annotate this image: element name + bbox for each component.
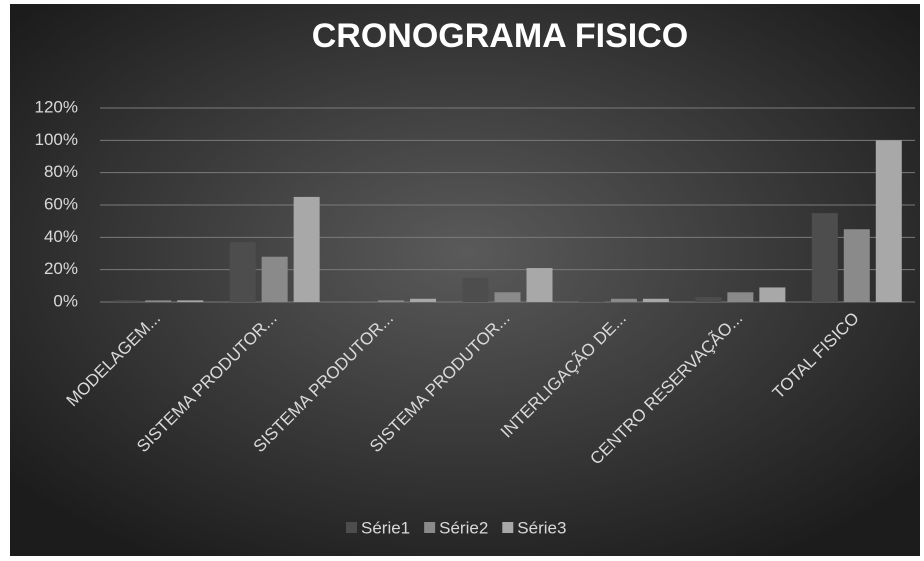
bar: [293, 196, 320, 302]
legend-swatch: [424, 522, 436, 533]
bar: [177, 300, 204, 302]
y-tick-label: 60%: [44, 194, 78, 213]
bar: [526, 268, 553, 302]
bar: [113, 300, 140, 302]
legend-swatch: [346, 522, 357, 533]
bar: [462, 277, 489, 302]
bar: [610, 298, 637, 302]
bar: [378, 300, 405, 302]
legend-label: Série2: [439, 518, 488, 537]
bar: [578, 300, 605, 302]
bar: [695, 297, 722, 302]
bar: [843, 229, 870, 302]
y-tick-label: 100%: [35, 130, 78, 149]
y-tick-label: 40%: [44, 227, 78, 246]
chart-title: CRONOGRAMA FISICO: [312, 17, 689, 55]
bar: [410, 298, 437, 302]
bar: [759, 287, 786, 302]
y-tick-label: 80%: [44, 162, 78, 181]
bar: [727, 292, 754, 302]
y-tick-label: 0%: [53, 291, 78, 310]
y-tick-label: 120%: [35, 97, 78, 116]
bar: [494, 292, 521, 302]
legend-label: Série3: [517, 518, 566, 537]
bar: [642, 298, 669, 302]
bar: [145, 300, 172, 302]
bar: [229, 242, 256, 302]
bar: [875, 140, 902, 302]
y-tick-label: 20%: [44, 259, 78, 278]
legend-swatch: [502, 522, 514, 533]
bar: [261, 256, 288, 302]
bar: [811, 213, 838, 302]
legend-label: Série1: [361, 518, 410, 537]
